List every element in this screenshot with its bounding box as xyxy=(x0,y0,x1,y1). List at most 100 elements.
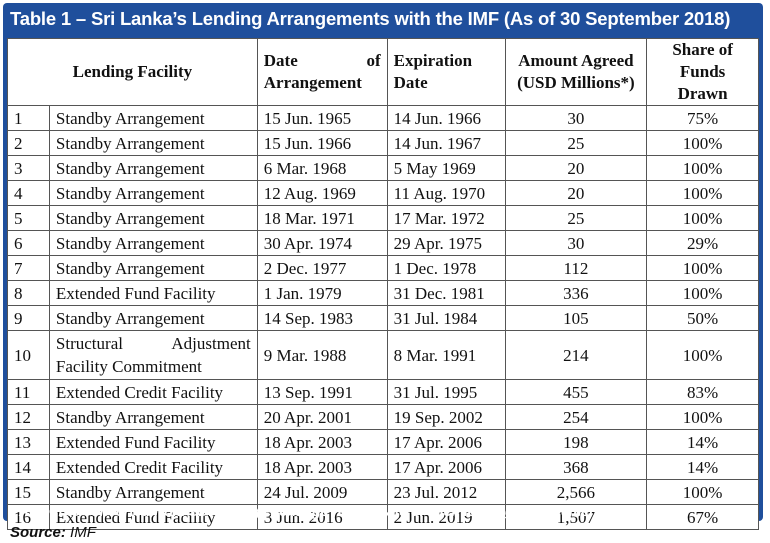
row-share: 100% xyxy=(646,479,759,505)
row-share: 75% xyxy=(646,105,759,131)
row-number: 15 xyxy=(7,479,50,505)
row-facility: Structural Adjustment Facility Commitment xyxy=(48,330,258,380)
row-facility: Standby Arrangement xyxy=(48,205,258,231)
row-share: 83% xyxy=(646,379,759,405)
table-row: 3 Standby Arrangement 6 Mar. 1968 5 May … xyxy=(7,155,759,181)
row-expiration: 31 Dec. 1981 xyxy=(386,280,506,306)
row-share: 14% xyxy=(646,454,759,480)
row-amount: 20 xyxy=(504,180,648,206)
row-amount: 20 xyxy=(504,155,648,181)
row-share: 50% xyxy=(646,305,759,331)
row-number: 6 xyxy=(7,230,50,256)
header-date-of-arrangement: Date of Arrangement xyxy=(256,38,388,106)
row-facility: Extended Credit Facility xyxy=(48,379,258,405)
row-expiration: 11 Aug. 1970 xyxy=(386,180,506,206)
row-facility: Standby Arrangement xyxy=(48,255,258,281)
table-row: 12 Standby Arrangement 20 Apr. 2001 19 S… xyxy=(7,404,759,430)
row-expiration: 14 Jun. 1967 xyxy=(386,130,506,156)
row-amount: 214 xyxy=(504,330,648,380)
table-row: 13 Extended Fund Facility 18 Apr. 2003 1… xyxy=(7,429,759,455)
row-expiration: 2 Jun. 2019 xyxy=(386,504,506,530)
row-date: 14 Sep. 1983 xyxy=(256,305,388,331)
header-share-drawn: Share of Funds Drawn xyxy=(646,38,759,106)
row-number: 9 xyxy=(7,305,50,331)
header-facility: Lending Facility xyxy=(7,38,258,106)
row-facility: Standby Arrangement xyxy=(48,404,258,430)
row-facility: Standby Arrangement xyxy=(48,155,258,181)
row-expiration: 8 Mar. 1991 xyxy=(386,330,506,380)
row-number: 1 xyxy=(7,105,50,131)
row-date: 18 Apr. 2003 xyxy=(256,454,388,480)
table-row: 10 Structural Adjustment Facility Commitm… xyxy=(7,330,759,380)
table-row: 15 Standby Arrangement 24 Jul. 2009 23 J… xyxy=(7,479,759,505)
row-facility: Extended Fund Facility xyxy=(48,504,258,530)
row-amount: 30 xyxy=(504,230,648,256)
source-label: Source: xyxy=(10,524,66,541)
row-number: 7 xyxy=(7,255,50,281)
row-amount: 2,566 xyxy=(504,479,648,505)
row-date: 2 Dec. 1977 xyxy=(256,255,388,281)
row-share: 100% xyxy=(646,180,759,206)
row-expiration: 1 Dec. 1978 xyxy=(386,255,506,281)
row-share: 100% xyxy=(646,330,759,380)
row-amount: 368 xyxy=(504,454,648,480)
row-date: 15 Jun. 1966 xyxy=(256,130,388,156)
row-share: 100% xyxy=(646,205,759,231)
row-amount: 254 xyxy=(504,404,648,430)
row-amount: 1,507 xyxy=(504,504,648,530)
row-expiration: 14 Jun. 1966 xyxy=(386,105,506,131)
row-number: 10 xyxy=(7,330,50,380)
row-date: 13 Sep. 1991 xyxy=(256,379,388,405)
row-facility: Extended Credit Facility xyxy=(48,454,258,480)
row-facility: Standby Arrangement xyxy=(48,479,258,505)
row-facility: Standby Arrangement xyxy=(48,180,258,206)
row-date: 20 Apr. 2001 xyxy=(256,404,388,430)
row-amount: 198 xyxy=(504,429,648,455)
row-share: 100% xyxy=(646,280,759,306)
row-expiration: 31 Jul. 1984 xyxy=(386,305,506,331)
row-date: 15 Jun. 1965 xyxy=(256,105,388,131)
row-number: 13 xyxy=(7,429,50,455)
source-line: Source: IMF xyxy=(10,523,96,543)
table-row: 7 Standby Arrangement 2 Dec. 1977 1 Dec.… xyxy=(7,255,759,281)
row-share: 100% xyxy=(646,255,759,281)
table-row: 6 Standby Arrangement 30 Apr. 1974 29 Ap… xyxy=(7,230,759,256)
source-value: IMF xyxy=(70,524,96,541)
row-share: 67% xyxy=(646,504,759,530)
row-share: 29% xyxy=(646,230,759,256)
table-row: 1 Standby Arrangement 15 Jun. 1965 14 Ju… xyxy=(7,105,759,131)
row-facility: Standby Arrangement xyxy=(48,305,258,331)
header-amount-agreed: Amount Agreed (USD Millions*) xyxy=(504,38,648,106)
row-expiration: 17 Apr. 2006 xyxy=(386,454,506,480)
row-date: 6 Mar. 1968 xyxy=(256,155,388,181)
row-date: 24 Jul. 2009 xyxy=(256,479,388,505)
row-expiration: 23 Jul. 2012 xyxy=(386,479,506,505)
table-footnote: * Amounts converted from SDR using excha… xyxy=(10,503,607,519)
row-share: 14% xyxy=(646,429,759,455)
row-date: 30 Apr. 1974 xyxy=(256,230,388,256)
row-number: 12 xyxy=(7,404,50,430)
row-facility: Standby Arrangement xyxy=(48,230,258,256)
row-number: 8 xyxy=(7,280,50,306)
row-facility: Standby Arrangement xyxy=(48,130,258,156)
row-expiration: 31 Jul. 1995 xyxy=(386,379,506,405)
row-amount: 455 xyxy=(504,379,648,405)
row-amount: 112 xyxy=(504,255,648,281)
row-expiration: 17 Mar. 1972 xyxy=(386,205,506,231)
row-amount: 105 xyxy=(504,305,648,331)
header-expiration-date: Expiration Date xyxy=(386,38,506,106)
row-number: 2 xyxy=(7,130,50,156)
lending-table: Lending Facility Date of Arrangement Expi… xyxy=(7,38,759,530)
row-amount: 25 xyxy=(504,205,648,231)
row-date: 12 Aug. 1969 xyxy=(256,180,388,206)
table-row: 2 Standby Arrangement 15 Jun. 1966 14 Ju… xyxy=(7,130,759,156)
row-amount: 336 xyxy=(504,280,648,306)
row-facility: Extended Fund Facility xyxy=(48,429,258,455)
row-expiration: 17 Apr. 2006 xyxy=(386,429,506,455)
row-share: 100% xyxy=(646,130,759,156)
table-row: 5 Standby Arrangement 18 Mar. 1971 17 Ma… xyxy=(7,205,759,231)
row-amount: 25 xyxy=(504,130,648,156)
row-share: 100% xyxy=(646,155,759,181)
row-date: 18 Mar. 1971 xyxy=(256,205,388,231)
row-date: 1 Jan. 1979 xyxy=(256,280,388,306)
